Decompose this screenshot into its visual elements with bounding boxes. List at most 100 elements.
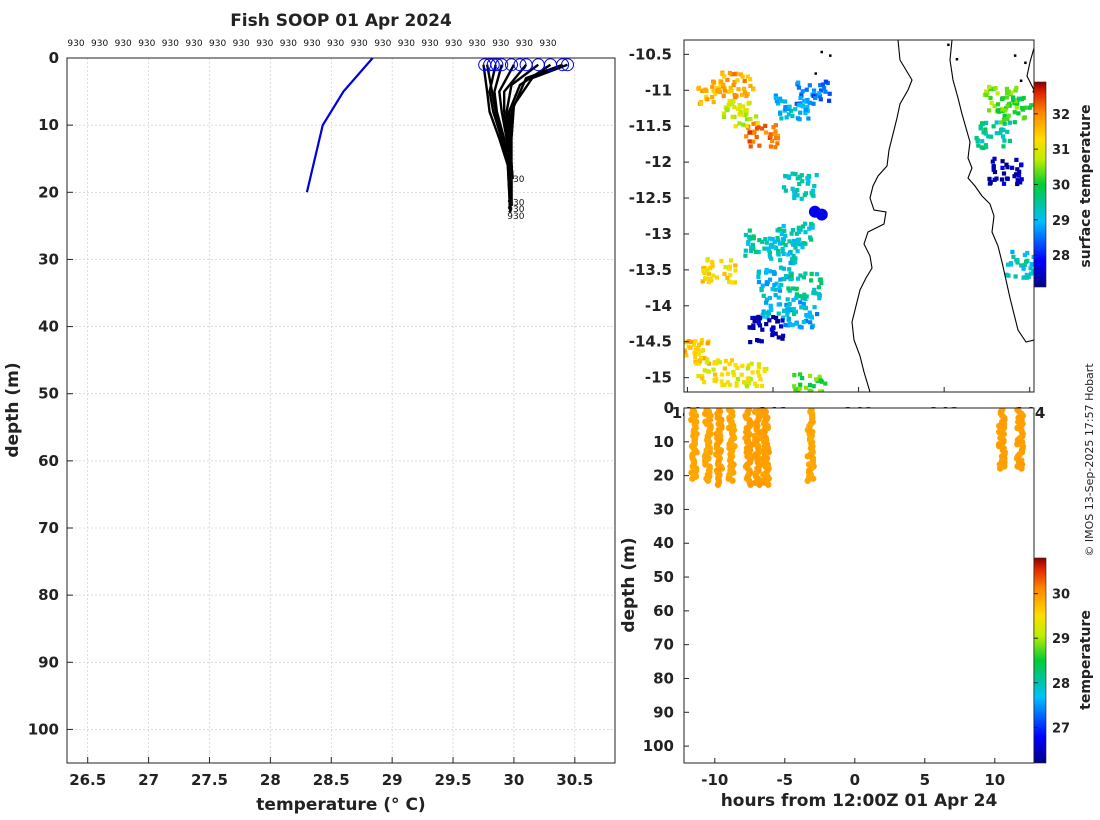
map-sst-pixel (739, 92, 745, 97)
profile-y-tick-label: 30 (38, 250, 59, 268)
map-sst-pixel (797, 324, 802, 329)
map-sst-pixel (747, 325, 752, 330)
map-sst-pixel (697, 359, 702, 364)
map-sst-pixel (737, 102, 742, 108)
timeseries-cast (688, 408, 700, 482)
map-sst-pixel (770, 330, 775, 335)
profile-top-label: 930 (539, 39, 556, 49)
map-sst-pixel (1000, 165, 1005, 170)
map-sst-pixel (773, 331, 778, 336)
map-sst-pixel (779, 231, 784, 237)
map-sst-pixel (753, 249, 759, 254)
map-sst-pixel (743, 90, 748, 95)
map-lat-tick-label: -10.5 (629, 45, 672, 63)
map-sst-pixel (749, 245, 754, 250)
map-sst-pixel (778, 111, 783, 116)
map-sst-pixel (737, 112, 742, 117)
map-sst-pixel (700, 88, 705, 93)
map-sst-pixel (755, 120, 760, 126)
map-sst-pixel (752, 319, 757, 324)
profile-x-tick-label: 29.5 (435, 771, 472, 789)
map-sst-pixel (758, 377, 763, 382)
map-sst-pixel (770, 332, 775, 338)
map-sst-pixel (744, 384, 750, 389)
map-sst-pixel (781, 224, 786, 229)
profile-end-label: 930 (507, 212, 524, 222)
map-sst-patch (731, 361, 769, 389)
map-sst-pixel (702, 368, 707, 373)
map-sst-pixel (722, 382, 727, 387)
map-sst-pixel (800, 296, 805, 301)
map-sst-pixel (809, 237, 814, 242)
map-sst-pixel (711, 100, 716, 105)
map-sst-pixel (710, 264, 715, 269)
map-sst-pixel (1013, 99, 1018, 104)
map-sst-pixel (747, 100, 752, 105)
map-lat-tick-label: -11.5 (629, 117, 672, 135)
map-sst-pixel (1004, 106, 1009, 111)
map-sst-pixel (980, 122, 985, 127)
map-sst-pixel (991, 167, 996, 172)
timeseries-point (809, 475, 817, 482)
map-sst-pixel (783, 99, 788, 104)
profile-top-label: 930 (469, 39, 486, 49)
map-sst-pixel (765, 246, 770, 251)
map-sst-pixel (710, 260, 715, 265)
map-sst-pixel (769, 307, 774, 312)
map-sst-pixel (791, 238, 796, 243)
map-sst-pixel (995, 91, 1000, 96)
map-sst-pixel (781, 276, 786, 282)
profile-x-tick-label: 28 (260, 771, 281, 789)
map-sst-pixel (775, 319, 780, 324)
map-sst-pixel (809, 315, 814, 320)
timeseries-colorbar (1033, 557, 1047, 764)
map-sst-pixel (773, 129, 778, 134)
profile-top-label: 930 (327, 39, 344, 49)
timeseries-x-tick-label: -5 (776, 771, 793, 789)
map-sst-pixel (787, 239, 792, 244)
map-sst-pixel (779, 324, 784, 329)
timeseries-y-tick-label: 70 (653, 636, 674, 654)
map-sst-pixel (818, 97, 823, 102)
map-sst-pixel (810, 188, 816, 193)
map-sst-pixel (809, 221, 814, 226)
map-sst-pixel (799, 305, 804, 310)
map-sst-pixel (759, 126, 765, 131)
map-sst-pixel (1001, 171, 1007, 176)
map-sst-pixel (785, 312, 790, 317)
map-sst-pixel (744, 134, 749, 139)
map-sst-pixel (775, 133, 780, 138)
map-sst-pixel (817, 389, 823, 392)
timeseries-point (689, 475, 696, 482)
map-sst-pixel (823, 79, 828, 84)
map-sst-pixel (699, 348, 704, 353)
map-sst-pixel (988, 95, 993, 100)
map-sst-patch (974, 120, 1012, 151)
map-sst-pixel (772, 282, 777, 288)
map-sst-pixel (786, 106, 791, 112)
map-coastline-new-guinea (949, 40, 1034, 343)
map-sst-pixel (760, 283, 765, 288)
map-sst-pixel (1010, 249, 1015, 254)
map-sst-pixel (1026, 274, 1031, 279)
map-sst-pixel (745, 376, 750, 381)
map-sst-pixel (998, 120, 1004, 125)
map-sst-pixel (1005, 165, 1010, 170)
timeseries-cast (1013, 408, 1027, 472)
map-sst-pixel (693, 339, 698, 344)
map-island (1013, 54, 1017, 57)
map-sst-pixel (1013, 88, 1018, 93)
map-sst-pixel (764, 240, 769, 245)
map-sst-pixel (721, 111, 726, 116)
map-sst-pixel (803, 110, 808, 115)
map-sst-pixel (796, 395, 800, 399)
map-sst-pixel (732, 280, 737, 285)
map-sst-pixel (794, 231, 799, 236)
map-sst-pixel (727, 70, 732, 76)
map-sst-pixel (794, 393, 798, 397)
map-sst-pixel (739, 112, 745, 117)
profile-top-label: 930 (115, 39, 132, 49)
map-sst-pixel (1002, 138, 1007, 143)
map-sst-pixel (705, 97, 710, 102)
